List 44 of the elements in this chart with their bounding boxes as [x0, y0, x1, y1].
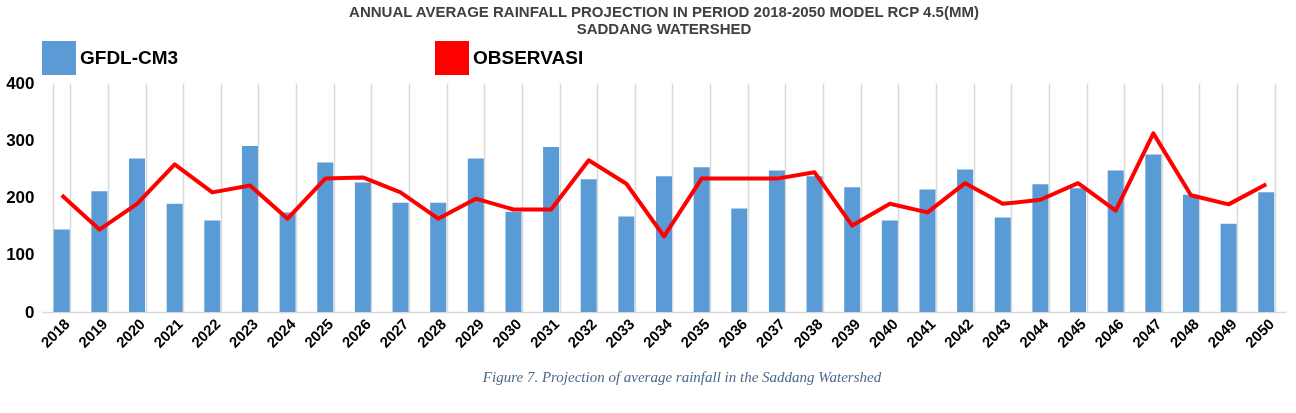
- bar: [505, 211, 522, 312]
- line-series: [59, 131, 1269, 239]
- bar: [994, 217, 1011, 312]
- bar: [317, 162, 334, 312]
- bar: [204, 220, 221, 312]
- bar: [580, 179, 597, 312]
- bar: [91, 191, 108, 312]
- bar: [1032, 184, 1049, 312]
- bar: [844, 187, 861, 312]
- bar: [1182, 194, 1199, 312]
- bar: [1258, 192, 1275, 312]
- y-tick-label: 100: [6, 245, 35, 265]
- bar: [881, 220, 898, 312]
- bar: [53, 229, 70, 312]
- y-tick-label: 200: [6, 188, 35, 207]
- bar: [467, 158, 484, 312]
- bar: [1070, 188, 1087, 312]
- bar: [241, 145, 258, 312]
- bar: [1220, 223, 1237, 312]
- bar: [430, 202, 447, 312]
- y-tick-label: 0: [25, 302, 35, 322]
- bar: [166, 203, 183, 312]
- bar: [129, 158, 146, 312]
- bar: [354, 182, 371, 312]
- bar: [731, 208, 748, 312]
- bar: [957, 169, 974, 312]
- bar: [693, 167, 710, 312]
- y-tick-label: 300: [6, 130, 35, 150]
- caption: Figure 7. Projection of average rainfall in the Saddang Watershed: [481, 369, 882, 385]
- legend-label: GFDL-CM3: [80, 47, 179, 68]
- bar: [279, 212, 296, 312]
- text: ANNUAL AVERAGE RAINFALL PROJECTION IN PERIOD 2018-2050 MODEL RCP 4.5(MM): [349, 3, 979, 20]
- bar: [618, 216, 635, 312]
- bar: [543, 147, 560, 312]
- bar: [806, 176, 823, 312]
- bar: [392, 202, 409, 312]
- bar: [919, 189, 936, 312]
- text: SADDANG WATERSHED: [576, 20, 752, 37]
- bar: [1107, 170, 1124, 312]
- bar: [768, 170, 785, 312]
- bar: [1145, 154, 1162, 312]
- y-tick-label: 400: [6, 73, 35, 93]
- legend-label: OBSERVASI: [473, 47, 584, 68]
- bar: [656, 176, 672, 312]
